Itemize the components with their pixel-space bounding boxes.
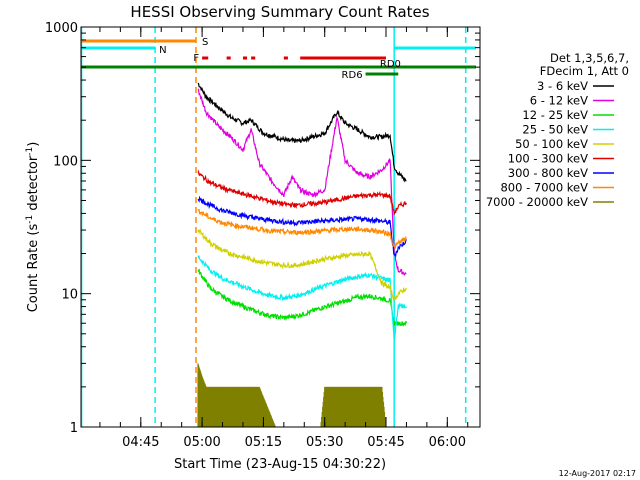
flag-label: RD6 <box>342 70 363 81</box>
chart-title: HESSI Observing Summary Count Rates <box>130 3 429 21</box>
legend-entry-label: 25 - 50 keV <box>522 123 588 137</box>
legend-entry-label: 12 - 25 keV <box>522 108 588 122</box>
series-line <box>197 88 407 277</box>
series-line <box>197 195 407 258</box>
legend: Det 1,3,5,6,7,FDecim 1, Att 03 - 6 keV6 … <box>486 51 629 209</box>
legend-entry-label: 100 - 300 keV <box>508 152 588 166</box>
legend-entry-label: 6 - 12 keV <box>530 94 588 108</box>
legend-entry-label: 800 - 7000 keV <box>500 181 588 195</box>
x-tick-label: 06:00 <box>429 435 466 450</box>
flag-label: RD0 <box>380 59 401 70</box>
y-axis-ticks: 1 10 100 1000 <box>45 21 480 436</box>
series-line <box>197 255 407 342</box>
flag-label: N <box>159 45 166 56</box>
legend-header: Det 1,3,5,6,7, <box>550 51 629 65</box>
series-line <box>197 268 407 327</box>
series-line <box>197 208 407 249</box>
timestamp: 12-Aug-2017 02:17 <box>559 469 636 478</box>
series-line <box>197 228 407 301</box>
flag-label: S <box>202 37 208 48</box>
legend-entry-label: 7000 - 20000 keV <box>486 195 588 209</box>
x-axis-ticks: 04:45 05:00 05:15 05:30 05:45 06:00 <box>99 27 469 450</box>
x-tick-label: 05:45 <box>367 435 404 450</box>
x-tick-label: 05:00 <box>183 435 220 450</box>
legend-entry-label: 50 - 100 keV <box>515 137 588 151</box>
x-tick-label: 05:15 <box>245 435 282 450</box>
plot-frame <box>80 26 481 428</box>
series-line <box>197 82 407 183</box>
series-lines <box>197 82 407 427</box>
y-tick-label: 100 <box>53 154 78 169</box>
series-line <box>197 169 407 216</box>
y-tick-label: 10 <box>61 288 78 303</box>
vertical-markers <box>80 27 467 427</box>
flag-label: F <box>193 53 199 64</box>
y-axis-label: Count Rate (s-1 detector-1) <box>25 142 41 313</box>
y-tick-label: 1 <box>70 421 78 436</box>
x-tick-label: 04:45 <box>122 435 159 450</box>
legend-header: FDecim 1, Att 0 <box>540 64 629 78</box>
y-tick-label: 1000 <box>45 21 78 36</box>
x-axis-label: Start Time (23-Aug-15 04:30:22) <box>174 457 386 472</box>
x-tick-label: 05:30 <box>306 435 343 450</box>
legend-entry-label: 300 - 800 keV <box>508 166 588 180</box>
status-flags: S N F RD0 RD6 <box>81 37 476 81</box>
legend-entry-label: 3 - 6 keV <box>537 79 588 93</box>
